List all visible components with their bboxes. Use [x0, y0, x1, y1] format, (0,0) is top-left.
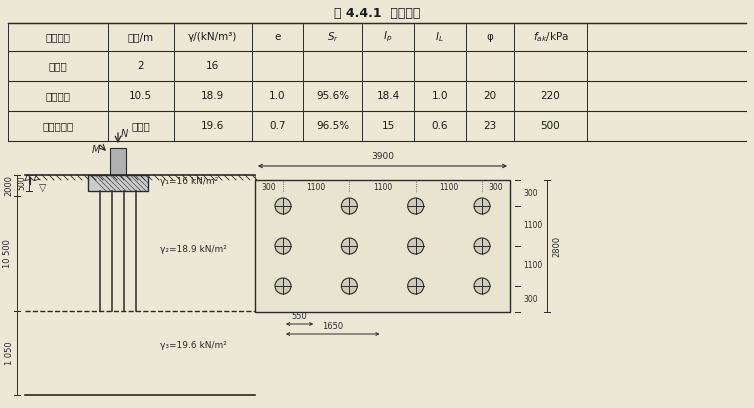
Text: 300: 300 [523, 295, 538, 304]
Circle shape [408, 238, 424, 254]
Text: 300: 300 [523, 188, 538, 197]
Text: 23: 23 [483, 121, 496, 131]
Text: γ₂=18.9 kN/m²: γ₂=18.9 kN/m² [160, 246, 227, 255]
Text: γ/(kN/m³): γ/(kN/m³) [188, 32, 238, 42]
Text: ▽: ▽ [39, 183, 47, 193]
Bar [110, 148, 126, 175]
Text: 96.5%: 96.5% [316, 121, 349, 131]
Circle shape [474, 238, 490, 254]
Text: 灰色黏土: 灰色黏土 [45, 91, 70, 101]
Text: 杂填土: 杂填土 [48, 61, 67, 71]
Circle shape [408, 278, 424, 294]
Text: 表 4.4.1  地质资料: 表 4.4.1 地质资料 [334, 7, 420, 20]
Text: 300: 300 [489, 184, 504, 193]
Circle shape [474, 198, 490, 214]
Text: γ₁=16 kN/m²: γ₁=16 kN/m² [160, 177, 218, 186]
Circle shape [342, 278, 357, 294]
Text: $I_L$: $I_L$ [435, 30, 444, 44]
Text: 18.4: 18.4 [376, 91, 400, 101]
Text: 1650: 1650 [322, 322, 343, 331]
Text: 20: 20 [483, 91, 496, 101]
Text: 300: 300 [262, 184, 276, 193]
Text: 未穿透: 未穿透 [131, 121, 150, 131]
Text: 2800: 2800 [552, 235, 561, 257]
Circle shape [342, 238, 357, 254]
Circle shape [275, 198, 291, 214]
Text: 2: 2 [137, 61, 144, 71]
Text: 1100: 1100 [523, 222, 542, 231]
Text: 16: 16 [206, 61, 219, 71]
Text: 1100: 1100 [523, 262, 542, 271]
Text: $S_r$: $S_r$ [326, 30, 339, 44]
Text: 土层名称: 土层名称 [45, 32, 70, 42]
Text: 2000: 2000 [5, 175, 14, 196]
Text: 220: 220 [541, 91, 560, 101]
Text: φ: φ [486, 32, 493, 42]
Circle shape [275, 278, 291, 294]
Circle shape [474, 278, 490, 294]
Text: 1100: 1100 [373, 184, 392, 193]
Text: 95.6%: 95.6% [316, 91, 349, 101]
Text: 18.9: 18.9 [201, 91, 225, 101]
Text: e: e [274, 32, 280, 42]
Text: 10 500: 10 500 [4, 239, 13, 268]
Bar [255, 180, 510, 312]
Text: 15: 15 [382, 121, 394, 131]
Bar [88, 175, 148, 191]
Text: 厚度/m: 厚度/m [127, 32, 154, 42]
Text: γ₃=19.6 kN/m²: γ₃=19.6 kN/m² [160, 341, 227, 350]
Text: $f_{ak}$/kPa: $f_{ak}$/kPa [532, 30, 569, 44]
Text: 19.6: 19.6 [201, 121, 225, 131]
Text: 1100: 1100 [307, 184, 326, 193]
Text: 1.0: 1.0 [269, 91, 286, 101]
Text: 500: 500 [541, 121, 560, 131]
Text: 1100: 1100 [440, 184, 458, 193]
Text: $I_p$: $I_p$ [383, 30, 393, 44]
Text: 10.5: 10.5 [129, 91, 152, 101]
Circle shape [342, 198, 357, 214]
Text: 0.6: 0.6 [431, 121, 448, 131]
Text: 0.7: 0.7 [269, 121, 286, 131]
Text: 550: 550 [292, 312, 308, 321]
Text: 500: 500 [17, 176, 26, 190]
Circle shape [275, 238, 291, 254]
Text: 1 050: 1 050 [5, 341, 14, 365]
Text: 1.0: 1.0 [431, 91, 448, 101]
Text: 灰黄色粉土: 灰黄色粉土 [42, 121, 73, 131]
Text: 3900: 3900 [371, 152, 394, 161]
Text: M: M [92, 145, 100, 155]
Circle shape [408, 198, 424, 214]
Text: N: N [121, 129, 128, 139]
